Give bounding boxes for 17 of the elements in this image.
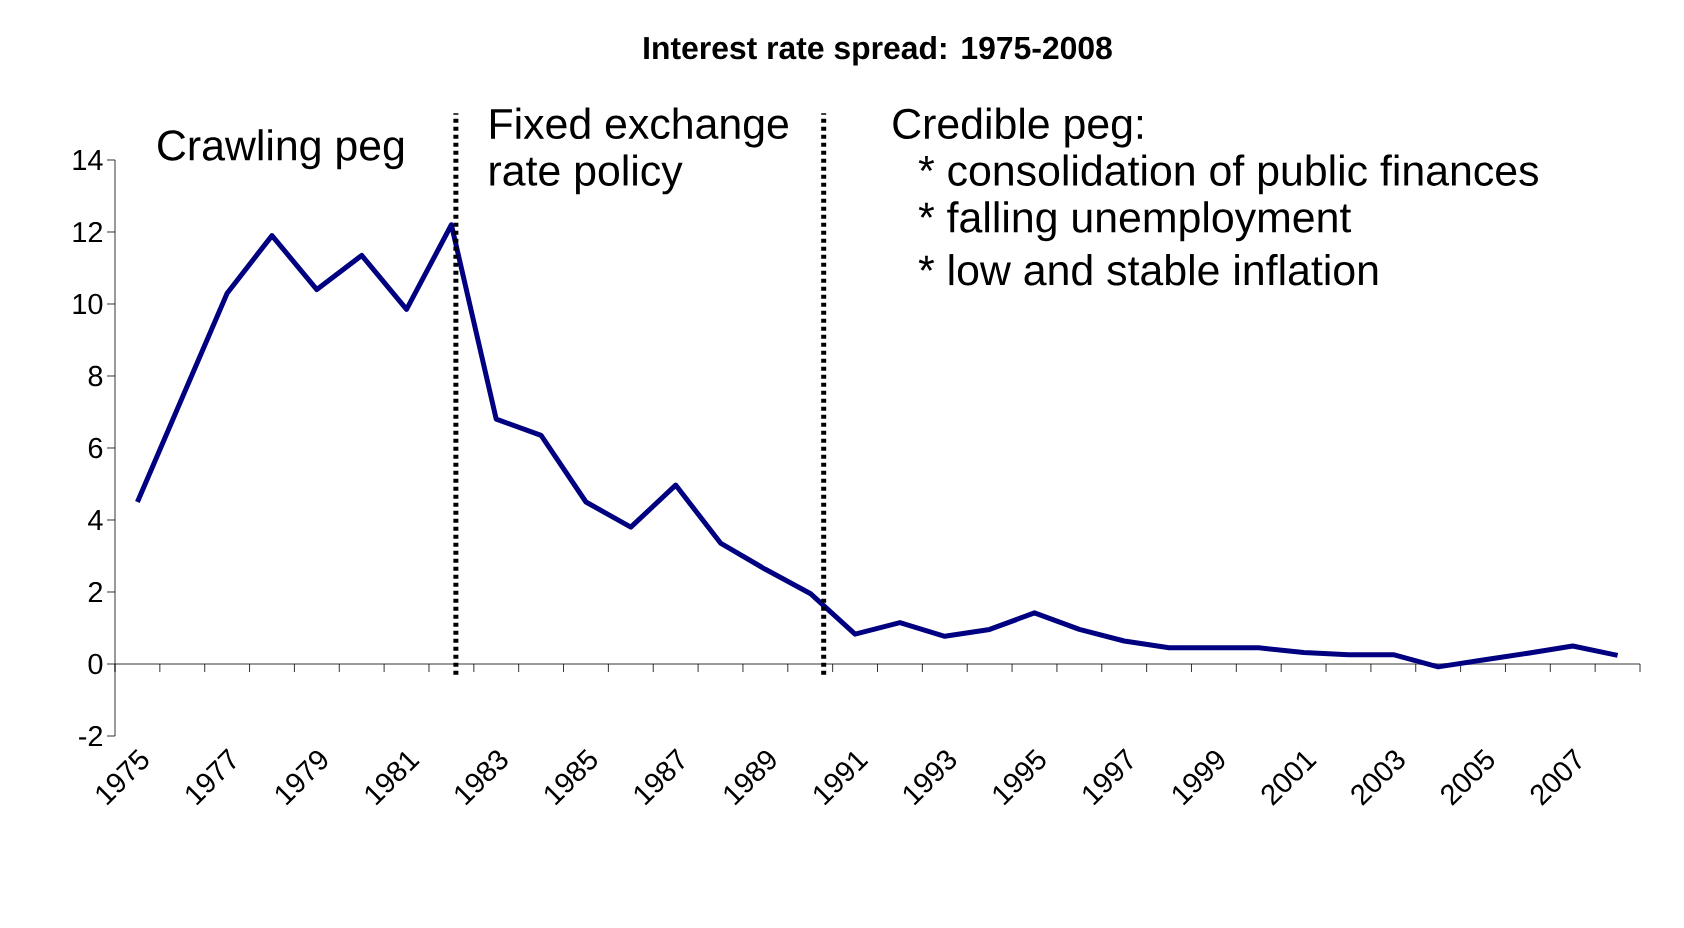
chart-title: Interest rate spread: 1975-2008 — [644, 35, 1112, 66]
annotation: Crawling peg — [158, 129, 404, 170]
y-tick-label: 2 — [88, 581, 103, 603]
y-tick-label: 10 — [73, 293, 103, 315]
y-tick-label: 0 — [88, 653, 103, 675]
annotation: rate policy — [490, 154, 683, 195]
text: Credible peg: — [893, 107, 1142, 148]
annotation: * consolidation of public finances — [918, 154, 1538, 195]
y-tick-label: 6 — [88, 437, 103, 459]
y-tick-label: 14 — [73, 150, 103, 170]
y-tick-label: 12 — [73, 221, 103, 243]
y-tick-label: -2 — [79, 725, 103, 747]
y-tick-label: 4 — [88, 510, 103, 530]
y-tick-label: 8 — [88, 365, 103, 387]
annotation: * low and stable inflation — [918, 254, 1378, 286]
annotation: * falling unemployment — [918, 201, 1352, 242]
text: Fixed exchange — [491, 107, 788, 148]
